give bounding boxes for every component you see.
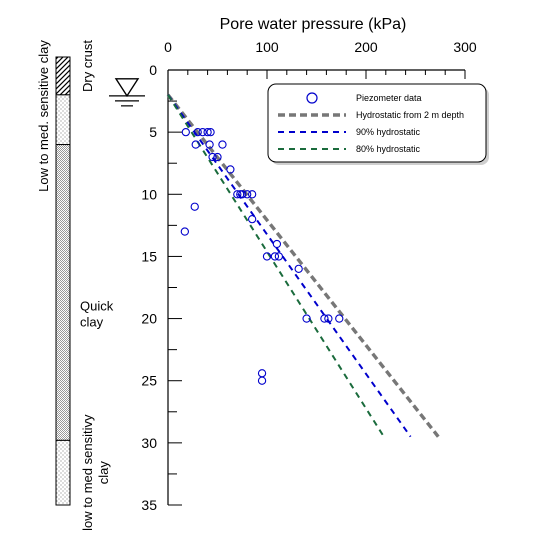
legend-label: 90% hydrostatic: [356, 127, 421, 137]
data-point: [302, 314, 311, 323]
stratigraphy-layer-label: clay: [96, 461, 111, 485]
y-axis: 0 5 10 15 20 25 30 35: [141, 62, 182, 513]
stratigraphy-layer: [55, 56, 71, 96]
stratigraphy-layer-label: Quick: [80, 299, 114, 314]
y-tick-label: 30: [141, 435, 157, 451]
data-point: [198, 127, 207, 137]
data-point: [181, 127, 190, 137]
x-tick-label: 100: [255, 39, 279, 55]
y-tick-label: 20: [141, 311, 157, 327]
data-point: [206, 127, 215, 137]
legend-label: Hydrostatic from 2 m depth: [356, 110, 464, 120]
groundwater-triangle: [114, 78, 140, 98]
x-tick-label: 200: [354, 39, 378, 55]
data-point: [190, 202, 199, 211]
x-tick-label: 300: [453, 39, 477, 55]
data-point: [193, 127, 202, 137]
series-line-3: [167, 94, 385, 438]
series-line-1: [166, 93, 440, 438]
data-point: [247, 214, 257, 224]
data-point: [233, 190, 242, 199]
y-tick-label: 0: [149, 62, 157, 78]
data-point: [226, 165, 235, 174]
data-point: [272, 239, 282, 249]
y-tick-label: 10: [141, 186, 157, 202]
y-tick-label: 25: [141, 373, 157, 389]
data-point: [257, 369, 267, 378]
data-point: [335, 314, 344, 323]
y-tick-label: 5: [149, 124, 157, 140]
data-point: [243, 190, 252, 199]
stratigraphy-layer: [55, 439, 71, 506]
stratigraphy-layer: [55, 144, 71, 441]
data-point: [191, 140, 200, 149]
stratigraphy-layer: [55, 94, 71, 146]
data-point: [320, 314, 329, 323]
x-axis: 0 100 200 300: [164, 39, 477, 79]
legend-label: 80% hydrostatic: [356, 144, 421, 154]
data-point: [238, 190, 247, 199]
groundwater-table-icon: [109, 78, 145, 107]
stratigraphy-layer-label: Dry crust: [80, 40, 95, 92]
y-tick-label: 15: [141, 248, 157, 264]
data-point: [213, 152, 222, 162]
y-tick-label: 35: [141, 497, 157, 513]
stratigraphy-layer-label: low to med sensitivy: [80, 414, 95, 531]
x-axis-title: Pore water pressure (kPa): [220, 16, 407, 33]
stratigraphy-layer-label: clay: [80, 315, 104, 330]
stratigraphy-left-label: Low to med. sensitive clay: [36, 40, 51, 192]
legend-box: [267, 83, 487, 163]
data-point: [203, 127, 212, 137]
data-point: [205, 140, 214, 149]
data-point: [257, 376, 267, 385]
data-point: [208, 152, 217, 162]
data-point: [180, 227, 189, 236]
plot-points: [180, 127, 344, 385]
legend: Piezometer data Hydrostatic from 2 m dept…: [267, 83, 489, 165]
x-tick-label: 0: [164, 39, 172, 55]
series-line-2: [167, 94, 412, 438]
data-point: [218, 140, 227, 149]
data-point: [274, 252, 284, 261]
legend-label: Piezometer data: [356, 93, 422, 103]
data-point: [247, 190, 257, 199]
legend-marker: [306, 92, 318, 104]
data-point: [324, 314, 333, 323]
data-point: [262, 252, 272, 261]
plot-lines: [166, 93, 440, 438]
data-point: [270, 252, 280, 261]
data-point: [294, 264, 303, 274]
